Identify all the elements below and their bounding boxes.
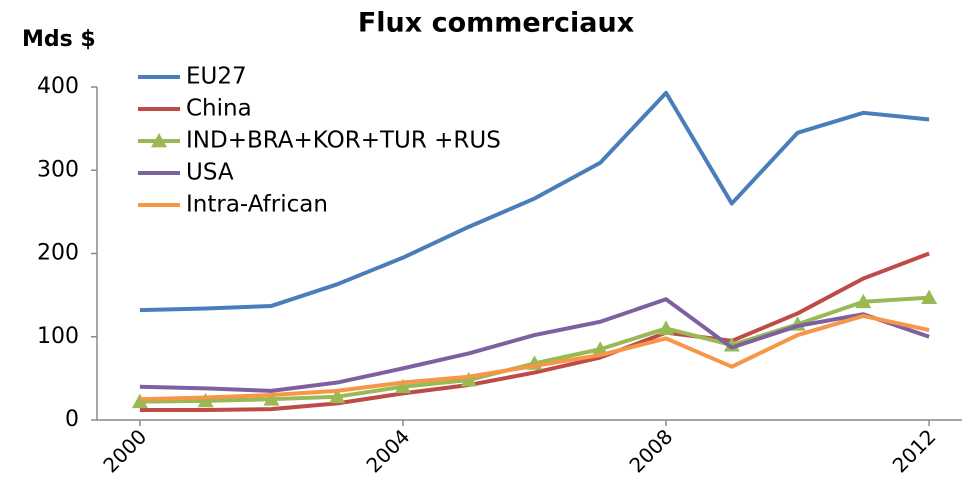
point-marker xyxy=(131,393,148,409)
x-tick-label: 2004 xyxy=(361,424,414,477)
point-marker xyxy=(855,293,872,309)
chart-title: Flux commerciaux xyxy=(358,8,634,39)
series-line xyxy=(139,297,930,393)
y-tick-label: 300 xyxy=(37,157,79,182)
legend-label: China xyxy=(186,96,252,122)
series-line xyxy=(139,313,930,402)
x-tick-label: 2000 xyxy=(98,424,151,477)
point-marker xyxy=(329,388,346,404)
legend-label: IND+BRA+KOR+TUR +RUS xyxy=(186,128,501,154)
y-tick-label: 0 xyxy=(65,407,79,432)
y-tick-label: 200 xyxy=(37,241,79,266)
y-tick-label: 400 xyxy=(37,74,79,99)
y-axis-label: Mds $ xyxy=(22,27,96,52)
point-marker xyxy=(263,391,280,406)
x-tick-label: 2012 xyxy=(888,424,941,477)
x-tick-label: 2008 xyxy=(624,424,677,477)
y-tick-label: 100 xyxy=(37,324,79,349)
point-marker xyxy=(460,372,477,387)
point-marker xyxy=(921,289,938,305)
legend-marker xyxy=(151,133,167,148)
series-line xyxy=(139,90,930,313)
point-marker xyxy=(197,392,214,408)
series-line xyxy=(139,295,930,404)
point-marker xyxy=(394,378,411,394)
point-marker xyxy=(658,320,675,335)
legend-label: USA xyxy=(186,160,234,186)
series-line xyxy=(139,251,930,413)
legend-label: EU27 xyxy=(186,64,247,90)
legend-label: Intra-African xyxy=(186,192,328,218)
